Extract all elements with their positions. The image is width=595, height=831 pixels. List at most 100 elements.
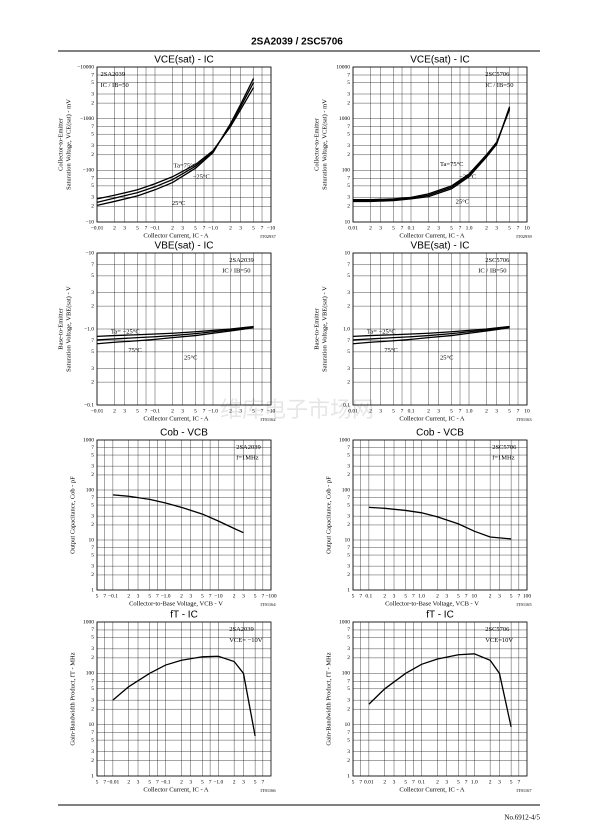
y-tick-label: 5 bbox=[91, 737, 94, 743]
y-tick-label: 3 bbox=[91, 749, 94, 755]
x-tick-label: 2 bbox=[113, 408, 116, 414]
y-tick-label: 2 bbox=[347, 572, 350, 578]
x-tick-label: 5 bbox=[352, 779, 355, 785]
y-axis-label: Saturation Voltage, VCE(sat) - mV bbox=[321, 99, 328, 190]
y-tick-label: 5 bbox=[91, 502, 94, 508]
y-tick-label: 3 bbox=[91, 143, 94, 149]
chart-title: VBE(sat) - IC bbox=[155, 241, 214, 252]
annotation: 2SC5706 bbox=[485, 71, 510, 78]
x-tick-label: 2 bbox=[180, 779, 183, 785]
data-line bbox=[352, 325, 510, 338]
x-tick-label: −1.0 bbox=[208, 408, 218, 414]
y-tick-label: 7 bbox=[91, 72, 94, 78]
y-tick-label: 7 bbox=[347, 445, 350, 451]
data-line bbox=[96, 87, 255, 200]
chart-code: IT02939 bbox=[516, 234, 532, 239]
y-tick-label: 10 bbox=[89, 537, 95, 543]
y-tick-label: 7 bbox=[347, 72, 350, 78]
x-axis-label: Collector Current, IC - A bbox=[399, 415, 464, 422]
y-tick-label: 5 bbox=[347, 686, 350, 692]
x-tick-label: 3 bbox=[123, 408, 126, 414]
x-tick-label: 2 bbox=[113, 225, 116, 231]
chart-code: IT01166 bbox=[260, 788, 276, 793]
y-tick-label: 2 bbox=[347, 472, 350, 478]
y-tick-label: 5 bbox=[91, 131, 94, 137]
x-tick-label: 3 bbox=[379, 225, 382, 231]
x-tick-label: −10 bbox=[267, 408, 276, 414]
x-tick-label: 3 bbox=[437, 225, 440, 231]
x-tick-label: 7 bbox=[412, 593, 415, 599]
x-tick-label: 5 bbox=[201, 593, 204, 599]
chart-code: IT01163 bbox=[516, 417, 532, 422]
x-tick-label: 7 bbox=[465, 779, 468, 785]
x-tick-label: 10 bbox=[524, 408, 530, 414]
annotation: VCE=10V bbox=[485, 637, 513, 644]
y-tick-label: 2 bbox=[91, 303, 94, 309]
y-tick-label: 2 bbox=[347, 100, 350, 106]
x-tick-label: 5 bbox=[96, 593, 99, 599]
x-tick-label: 7 bbox=[209, 779, 212, 785]
x-tick-label: 0.1 bbox=[408, 408, 415, 414]
y-tick-label: 10 bbox=[89, 722, 95, 728]
y-tick-label: 7 bbox=[347, 262, 350, 268]
y-tick-label: 1 bbox=[347, 587, 350, 593]
y-axis-label: Gain-Bandwidth Product, fT - MHz bbox=[325, 652, 332, 745]
x-tick-label: 7 bbox=[145, 225, 148, 231]
y-tick-label: 3 bbox=[347, 697, 350, 703]
y-tick-label: 2 bbox=[347, 152, 350, 158]
x-tick-label: 10 bbox=[524, 225, 530, 231]
y-tick-label: 7 bbox=[91, 495, 94, 501]
x-tick-label: 5 bbox=[96, 779, 99, 785]
y-tick-label: 5 bbox=[91, 80, 94, 86]
y-tick-label: 1 bbox=[347, 773, 350, 779]
y-tick-label: 5 bbox=[347, 635, 350, 641]
x-tick-label: 5 bbox=[457, 593, 460, 599]
y-tick-label: 3 bbox=[91, 697, 94, 703]
x-tick-label: 7 bbox=[401, 408, 404, 414]
data-line bbox=[352, 327, 510, 345]
x-tick-label: 2 bbox=[489, 779, 492, 785]
y-tick-label: 7 bbox=[91, 679, 94, 685]
x-tick-label: 2 bbox=[127, 779, 130, 785]
x-axis-label: Collector Current, IC - A bbox=[399, 232, 464, 239]
x-tick-label: 1.0 bbox=[466, 408, 473, 414]
x-tick-label: −10 bbox=[267, 225, 276, 231]
x-tick-label: 7 bbox=[261, 225, 264, 231]
x-tick-label: 5 bbox=[392, 408, 395, 414]
y-tick-label: 5 bbox=[347, 349, 350, 355]
x-tick-label: 1.0 bbox=[466, 225, 473, 231]
y-tick-label: 7 bbox=[91, 176, 94, 182]
y-tick-label: 7 bbox=[347, 627, 350, 633]
x-tick-label: 2 bbox=[436, 779, 439, 785]
y-axis-label: Gain-Bandwidth Product, fT - MHz bbox=[69, 652, 76, 745]
y-tick-label: 2 bbox=[91, 152, 94, 158]
y-tick-label: −1.0 bbox=[84, 326, 94, 332]
x-tick-label: 2 bbox=[427, 408, 430, 414]
y-tick-label: 1000 bbox=[339, 437, 350, 443]
x-tick-label: 2 bbox=[171, 408, 174, 414]
x-tick-label: 3 bbox=[189, 779, 192, 785]
y-tick-label: 5 bbox=[347, 737, 350, 743]
y-tick-label: 7 bbox=[91, 627, 94, 633]
y-tick-label: 2 bbox=[347, 522, 350, 528]
x-tick-label: 3 bbox=[239, 408, 242, 414]
x-tick-label: 7 bbox=[359, 779, 362, 785]
y-tick-label: 5 bbox=[91, 349, 94, 355]
annotation: f=1MHz bbox=[236, 454, 259, 461]
x-tick-label: 7 bbox=[261, 779, 264, 785]
x-tick-label: 2 bbox=[127, 593, 130, 599]
x-tick-label: 100 bbox=[523, 593, 532, 599]
annotation: 2SA2039 bbox=[229, 257, 254, 264]
x-tick-label: 3 bbox=[498, 779, 501, 785]
x-tick-label: −1.0 bbox=[213, 779, 223, 785]
y-tick-label: 1000 bbox=[339, 619, 350, 625]
y-tick-label: 2 bbox=[347, 303, 350, 309]
annotation: Ta=75°C bbox=[174, 163, 198, 170]
x-tick-label: 5 bbox=[148, 779, 151, 785]
chart-title: fT - IC bbox=[426, 610, 454, 621]
x-tick-label: 5 bbox=[136, 408, 139, 414]
y-tick-label: 5 bbox=[347, 183, 350, 189]
chart-title: Cob - VCB bbox=[160, 428, 208, 439]
x-tick-label: −0.1 bbox=[150, 225, 160, 231]
